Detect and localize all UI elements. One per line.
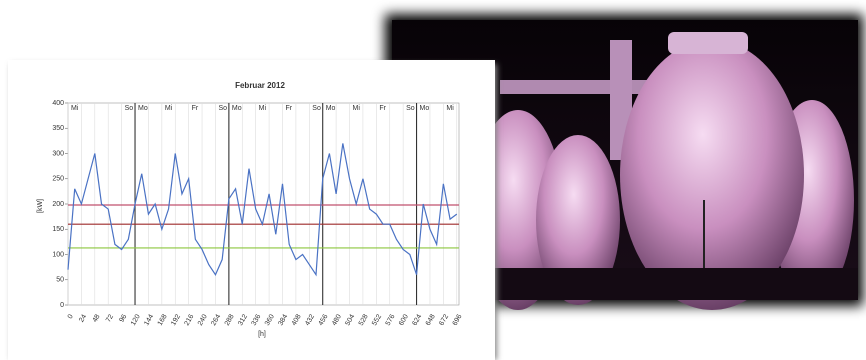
- day-label: Fr: [285, 105, 292, 112]
- day-label: Mo: [232, 105, 242, 112]
- y-tick-label: 400: [52, 100, 64, 107]
- plot-area: [68, 103, 459, 305]
- y-tick-label: 100: [52, 251, 64, 258]
- collage: Februar 2012 [kW] [h] 0 50 100 150 200 250 300…: [0, 0, 866, 360]
- day-label: Mi: [71, 105, 79, 112]
- day-label: Mi: [353, 105, 361, 112]
- day-label: Fr: [379, 105, 386, 112]
- y-tick-label: 0: [60, 302, 64, 309]
- y-tick-label: 200: [52, 201, 64, 208]
- x-axis-label: [h]: [258, 331, 266, 338]
- y-tick-label: 50: [56, 277, 64, 284]
- day-label: Mi: [165, 105, 173, 112]
- day-label: Fr: [192, 105, 199, 112]
- y-tick-label: 150: [52, 226, 64, 233]
- y-tick-label: 300: [52, 150, 64, 157]
- day-label: Mo: [326, 105, 336, 112]
- day-label: Mo: [420, 105, 430, 112]
- day-label: Mi: [259, 105, 267, 112]
- day-label: Mo: [138, 105, 148, 112]
- y-tick-label: 250: [52, 176, 64, 183]
- page: {"chart_data": {"type": "line", "title":…: [0, 0, 866, 360]
- day-label: So: [218, 105, 227, 112]
- y-tick-label: 350: [52, 125, 64, 132]
- day-label: So: [125, 105, 134, 112]
- chart-title: Februar 2012: [235, 81, 285, 90]
- day-label: So: [406, 105, 415, 112]
- day-label: Mi: [446, 105, 454, 112]
- y-axis-label: [kW]: [37, 199, 44, 213]
- day-label: So: [312, 105, 321, 112]
